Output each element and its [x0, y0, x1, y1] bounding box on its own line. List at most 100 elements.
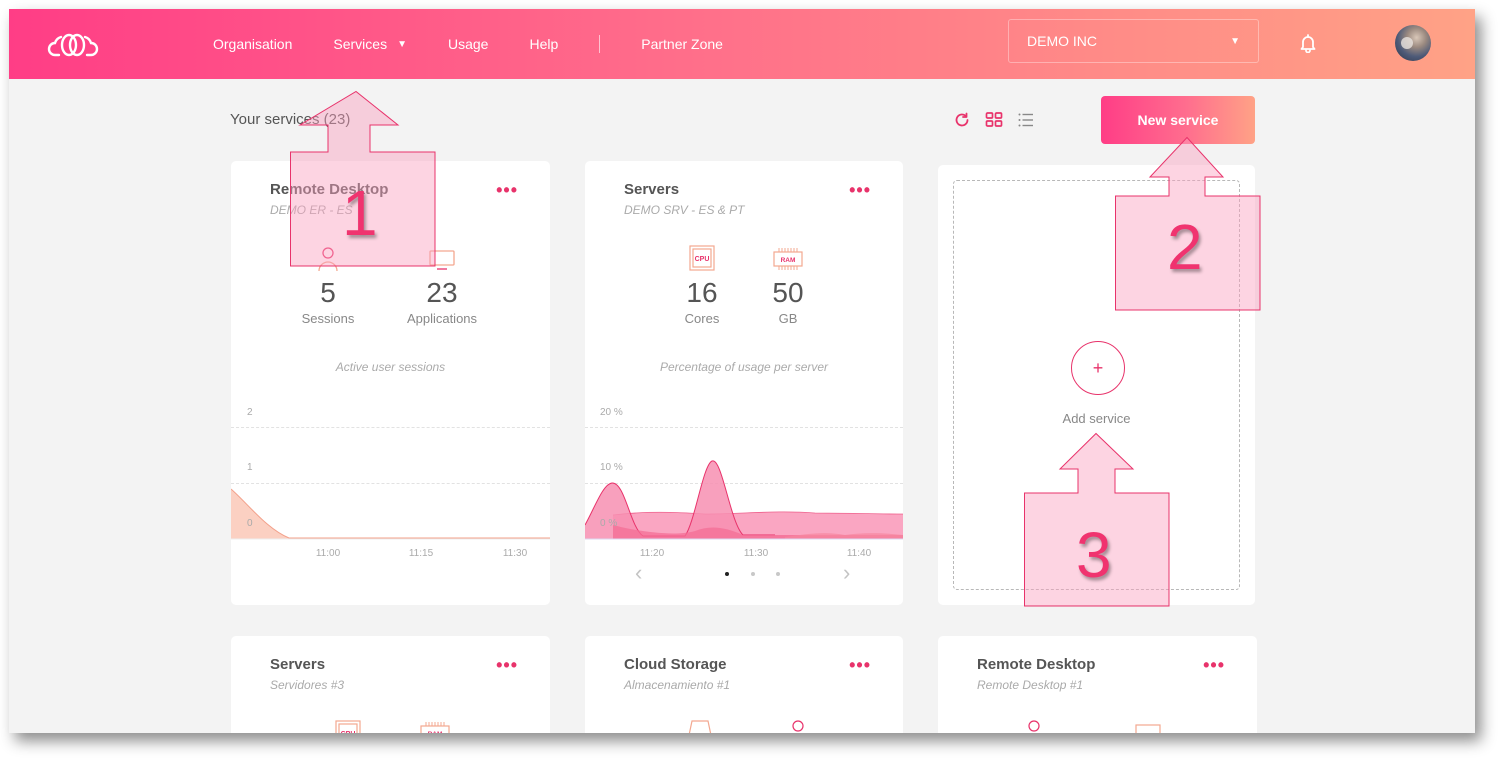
refresh-button[interactable]	[952, 110, 972, 130]
list-view-button[interactable]	[1016, 110, 1036, 130]
stat-label: Applications	[406, 311, 478, 326]
grid-view-button[interactable]	[984, 110, 1004, 130]
stat-label: Sessions	[301, 311, 355, 326]
service-card-servers[interactable]: Servers DEMO SRV - ES & PT ••• CPU 16 Co…	[585, 161, 903, 605]
sessions-chart: 2 1 0 11:00 11:15 11:30	[231, 397, 550, 567]
svg-text:CPU: CPU	[341, 731, 356, 733]
add-service-button[interactable]: +	[1071, 341, 1125, 395]
service-card-cloud-storage[interactable]: Cloud Storage Almacenamiento #1 •••	[585, 636, 903, 733]
monitor-icon	[429, 250, 455, 270]
y-tick: 0	[247, 518, 253, 529]
chart-caption: Percentage of usage per server	[659, 360, 829, 374]
add-service-card[interactable]: + Add service	[938, 165, 1255, 605]
stat-applications: 23 Applications	[387, 245, 497, 326]
stat-ram: RAM 50 GB	[733, 245, 843, 326]
card-subtitle: DEMO ER - ES	[270, 203, 353, 217]
organisation-select[interactable]: DEMO INC ▼	[1008, 19, 1259, 63]
nav-divider	[599, 35, 601, 53]
cpu-icon: CPU	[689, 245, 715, 271]
nav-organisation[interactable]: Organisation	[213, 36, 292, 52]
organisation-select-value: DEMO INC	[1027, 33, 1097, 49]
user-icon	[1028, 720, 1040, 732]
chart-caption: Active user sessions	[335, 360, 446, 374]
stat-value: 23	[426, 277, 458, 308]
gridline	[585, 483, 903, 484]
plus-icon: +	[1092, 357, 1104, 378]
card-menu-button[interactable]: •••	[1203, 655, 1225, 675]
x-tick: 11:40	[846, 548, 872, 559]
main-nav: Organisation Services ▼ Usage Help Partn…	[213, 9, 764, 79]
x-tick: 11:30	[502, 548, 528, 559]
nav-label: Organisation	[213, 36, 293, 52]
stat-sessions: 5 Sessions	[273, 245, 383, 326]
pager-dot-1[interactable]	[725, 572, 729, 576]
pager-dot-3[interactable]	[776, 572, 780, 576]
stat-label: GB	[778, 311, 798, 326]
nav-partner-zone[interactable]: Partner Zone	[641, 36, 723, 52]
nav-label: Partner Zone	[641, 36, 723, 52]
user-icon	[318, 247, 338, 271]
card-title: Remote Desktop	[977, 656, 1096, 673]
caret-down-icon: ▼	[1230, 35, 1240, 47]
bell-icon[interactable]	[1299, 33, 1317, 53]
card-title: Servers	[270, 656, 326, 673]
service-card-remote-desktop[interactable]: Remote Desktop DEMO ER - ES ••• 5 Sessio…	[231, 161, 550, 605]
pager-prev-button[interactable]: ‹	[635, 560, 643, 585]
x-tick: 11:00	[315, 548, 341, 559]
card-menu-button[interactable]: •••	[849, 655, 871, 675]
card-subtitle: Servidores #3	[270, 678, 345, 692]
stat-value: 50	[772, 277, 804, 308]
server-usage-area-series	[585, 460, 903, 540]
service-card-servers-3[interactable]: Servers Servidores #3 ••• CPU RAM	[231, 636, 550, 733]
svg-text:CPU: CPU	[695, 256, 710, 263]
ram-icon: RAM	[420, 722, 450, 733]
pager-next-button[interactable]: ›	[843, 560, 851, 585]
stat-value: 16	[686, 277, 718, 308]
y-tick: 2	[247, 407, 253, 418]
cloud-logo-icon[interactable]	[47, 31, 99, 59]
user-icon	[792, 720, 804, 732]
nav-help[interactable]: Help	[529, 36, 558, 52]
card-title: Servers	[624, 181, 680, 198]
stat-cores: CPU 16 Cores	[647, 245, 757, 326]
view-tools	[952, 110, 1036, 130]
grid-view-icon	[985, 112, 1003, 127]
chart-pager: ‹ ›	[585, 560, 903, 587]
user-avatar[interactable]	[1395, 25, 1431, 61]
card-menu-button[interactable]: •••	[496, 655, 518, 675]
card-title: Cloud Storage	[624, 656, 727, 673]
app-window: Organisation Services ▼ Usage Help Partn…	[9, 9, 1475, 733]
y-tick: 0 %	[600, 518, 618, 529]
y-tick: 20 %	[600, 407, 623, 418]
card-title: Remote Desktop	[270, 181, 389, 198]
x-tick: 11:15	[408, 548, 434, 559]
cpu-icon: CPU	[335, 720, 361, 733]
caret-down-icon: ▼	[397, 38, 407, 50]
card-menu-button[interactable]: •••	[496, 180, 518, 200]
svg-text:RAM: RAM	[781, 257, 796, 264]
sessions-area-series	[231, 488, 550, 540]
card-menu-button[interactable]: •••	[849, 180, 871, 200]
nav-label: Usage	[447, 36, 489, 52]
service-card-remote-desktop-1[interactable]: Remote Desktop Remote Desktop #1 •••	[938, 636, 1257, 733]
ram-icon: RAM	[773, 248, 803, 270]
svg-text:RAM: RAM	[428, 731, 443, 733]
y-tick: 1	[247, 462, 253, 473]
x-tick: 11:30	[743, 548, 769, 559]
top-navigation-bar: Organisation Services ▼ Usage Help Partn…	[9, 9, 1475, 79]
server-usage-chart: 20 % 10 % 0 % 11:20 11:30 11:40	[585, 397, 903, 567]
storage-icon	[688, 720, 712, 733]
page-title: Your services (23)	[230, 111, 351, 128]
nav-usage[interactable]: Usage	[448, 36, 488, 52]
nav-services[interactable]: Services ▼	[333, 36, 407, 52]
stat-label: Cores	[684, 311, 720, 326]
card-subtitle: Almacenamiento #1	[624, 678, 731, 692]
refresh-icon	[955, 112, 969, 127]
nav-label: Services	[333, 36, 388, 52]
new-service-button[interactable]: New service	[1101, 96, 1255, 144]
monitor-icon	[1135, 724, 1161, 733]
add-service-dropzone[interactable]: + Add service	[953, 180, 1240, 590]
pager-dot-2[interactable]	[751, 572, 755, 576]
add-service-label: Add service	[1062, 411, 1131, 426]
stat-value: 5	[320, 277, 336, 308]
